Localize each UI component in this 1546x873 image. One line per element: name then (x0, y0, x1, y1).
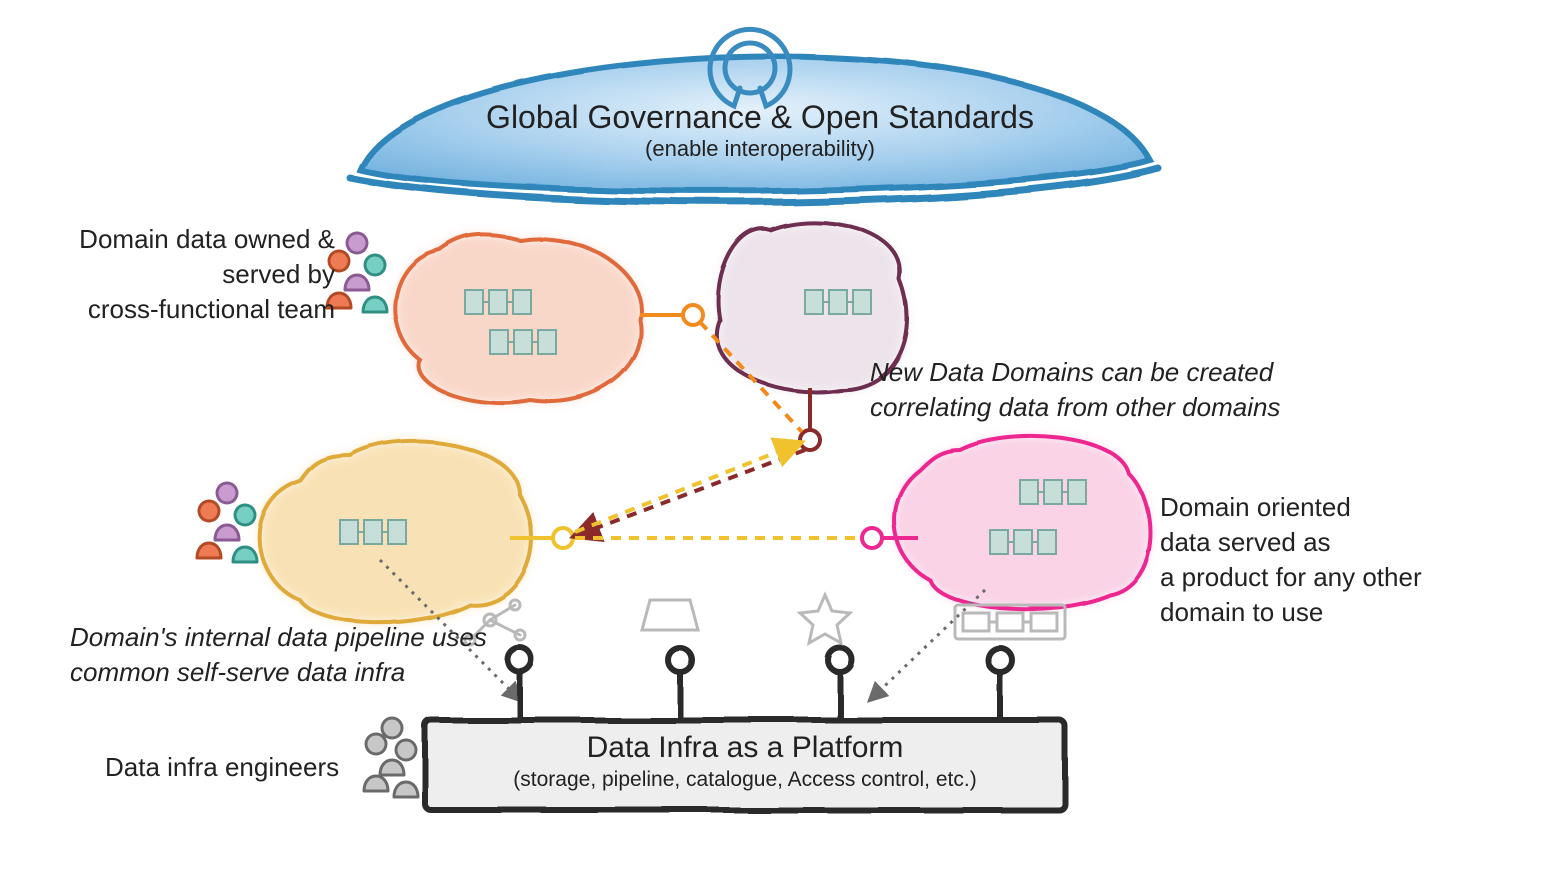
platform-subtitle: (storage, pipeline, catalogue, Access co… (425, 766, 1065, 794)
governance-subtitle: (enable interoperability) (480, 134, 1040, 164)
team-label: Domain data owned & served by cross-func… (45, 222, 335, 327)
domain-amber (259, 441, 532, 623)
domain-pink (895, 436, 1151, 609)
dashed-connectors (575, 322, 860, 538)
team-icon-upper (327, 233, 387, 312)
team-icon-lower (197, 483, 257, 562)
tool-doodles (465, 595, 1065, 645)
platform-title: Data Infra as a Platform (425, 728, 1065, 769)
infra-engineers-label: Data infra engineers (105, 750, 339, 785)
connector-ports (510, 305, 918, 548)
domain-orange (395, 235, 641, 403)
governance-title: Global Governance & Open Standards (480, 96, 1040, 139)
product-note: Domain oriented data served as a product… (1160, 490, 1460, 630)
new-domain-note: New Data Domains can be created correlat… (870, 355, 1370, 425)
opensource-icon (710, 29, 790, 106)
diagram-canvas: Global Governance & Open Standards (enab… (0, 0, 1546, 873)
infra-team-icon (364, 718, 418, 797)
pipeline-note: Domain's internal data pipeline uses com… (70, 620, 530, 690)
